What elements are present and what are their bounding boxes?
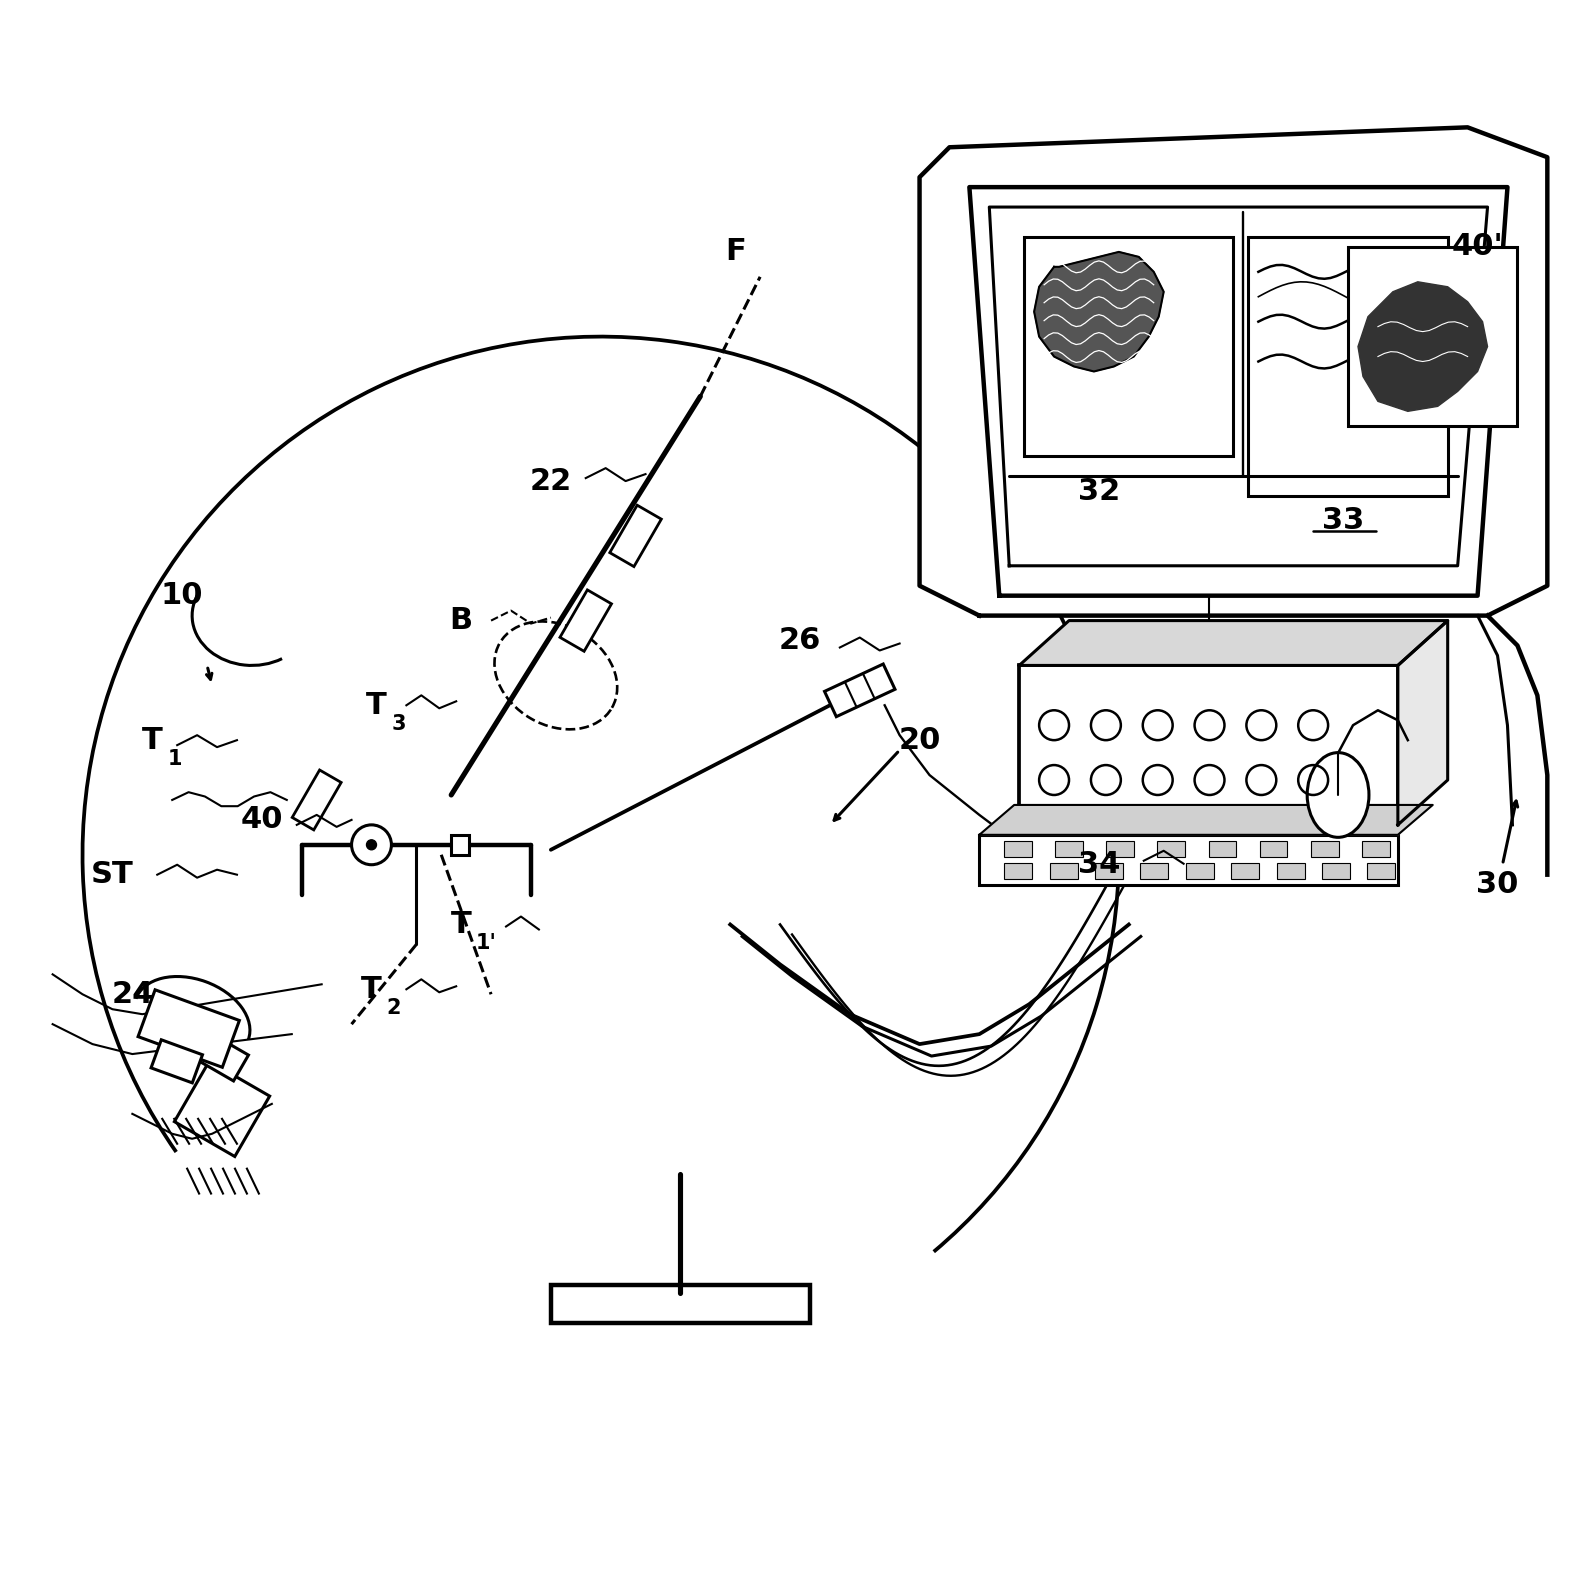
Text: B: B xyxy=(449,606,473,635)
Bar xyxy=(1248,236,1448,496)
Text: 24: 24 xyxy=(111,980,154,1008)
Bar xyxy=(450,835,469,855)
Bar xyxy=(1094,863,1123,879)
Text: 40: 40 xyxy=(241,805,284,835)
Polygon shape xyxy=(969,187,1507,595)
Text: 30: 30 xyxy=(1477,869,1519,899)
Text: 1': 1' xyxy=(476,934,496,953)
Polygon shape xyxy=(609,506,661,567)
Bar xyxy=(1158,841,1185,857)
Bar xyxy=(1140,863,1169,879)
Text: T: T xyxy=(366,691,387,720)
Bar xyxy=(1323,863,1350,879)
Bar xyxy=(1310,841,1339,857)
Polygon shape xyxy=(292,770,341,830)
Bar xyxy=(1362,841,1389,857)
Bar xyxy=(1107,841,1134,857)
Polygon shape xyxy=(1020,621,1448,665)
Polygon shape xyxy=(560,591,612,652)
Bar xyxy=(1055,841,1083,857)
Text: 20: 20 xyxy=(898,726,940,754)
Text: T: T xyxy=(360,975,382,1003)
Bar xyxy=(1004,863,1032,879)
Text: 26: 26 xyxy=(779,625,822,655)
Bar xyxy=(1186,863,1213,879)
Bar xyxy=(1231,863,1259,879)
Polygon shape xyxy=(920,128,1548,616)
Polygon shape xyxy=(825,665,895,717)
Text: 32: 32 xyxy=(1078,477,1120,506)
Circle shape xyxy=(366,839,376,850)
Bar xyxy=(979,835,1397,885)
Polygon shape xyxy=(151,1040,203,1084)
Bar xyxy=(1209,841,1237,857)
Ellipse shape xyxy=(1307,753,1369,838)
Text: 22: 22 xyxy=(530,466,573,496)
Polygon shape xyxy=(174,1062,270,1156)
Text: 10: 10 xyxy=(160,581,203,610)
Text: F: F xyxy=(725,238,745,266)
Text: 2: 2 xyxy=(387,999,401,1019)
Polygon shape xyxy=(1358,282,1488,411)
Bar xyxy=(1020,665,1397,825)
Text: 33: 33 xyxy=(1321,507,1364,536)
Bar xyxy=(550,1285,810,1323)
Polygon shape xyxy=(979,805,1432,835)
Bar xyxy=(1348,247,1518,427)
Text: 34: 34 xyxy=(1078,850,1120,879)
Bar xyxy=(1367,863,1396,879)
Bar xyxy=(1259,841,1288,857)
Text: ST: ST xyxy=(90,860,133,890)
Text: 40': 40' xyxy=(1451,233,1504,261)
Text: 1: 1 xyxy=(167,750,182,769)
Bar xyxy=(1050,863,1077,879)
Text: 3: 3 xyxy=(392,713,406,734)
Polygon shape xyxy=(138,989,239,1068)
Bar xyxy=(1004,841,1032,857)
Text: T: T xyxy=(450,910,471,939)
Text: T: T xyxy=(141,726,162,754)
Polygon shape xyxy=(1034,252,1164,372)
Polygon shape xyxy=(195,1033,249,1080)
Bar xyxy=(1277,863,1305,879)
Circle shape xyxy=(352,825,392,865)
Polygon shape xyxy=(1397,621,1448,825)
Bar xyxy=(1025,236,1234,457)
Polygon shape xyxy=(990,206,1488,565)
